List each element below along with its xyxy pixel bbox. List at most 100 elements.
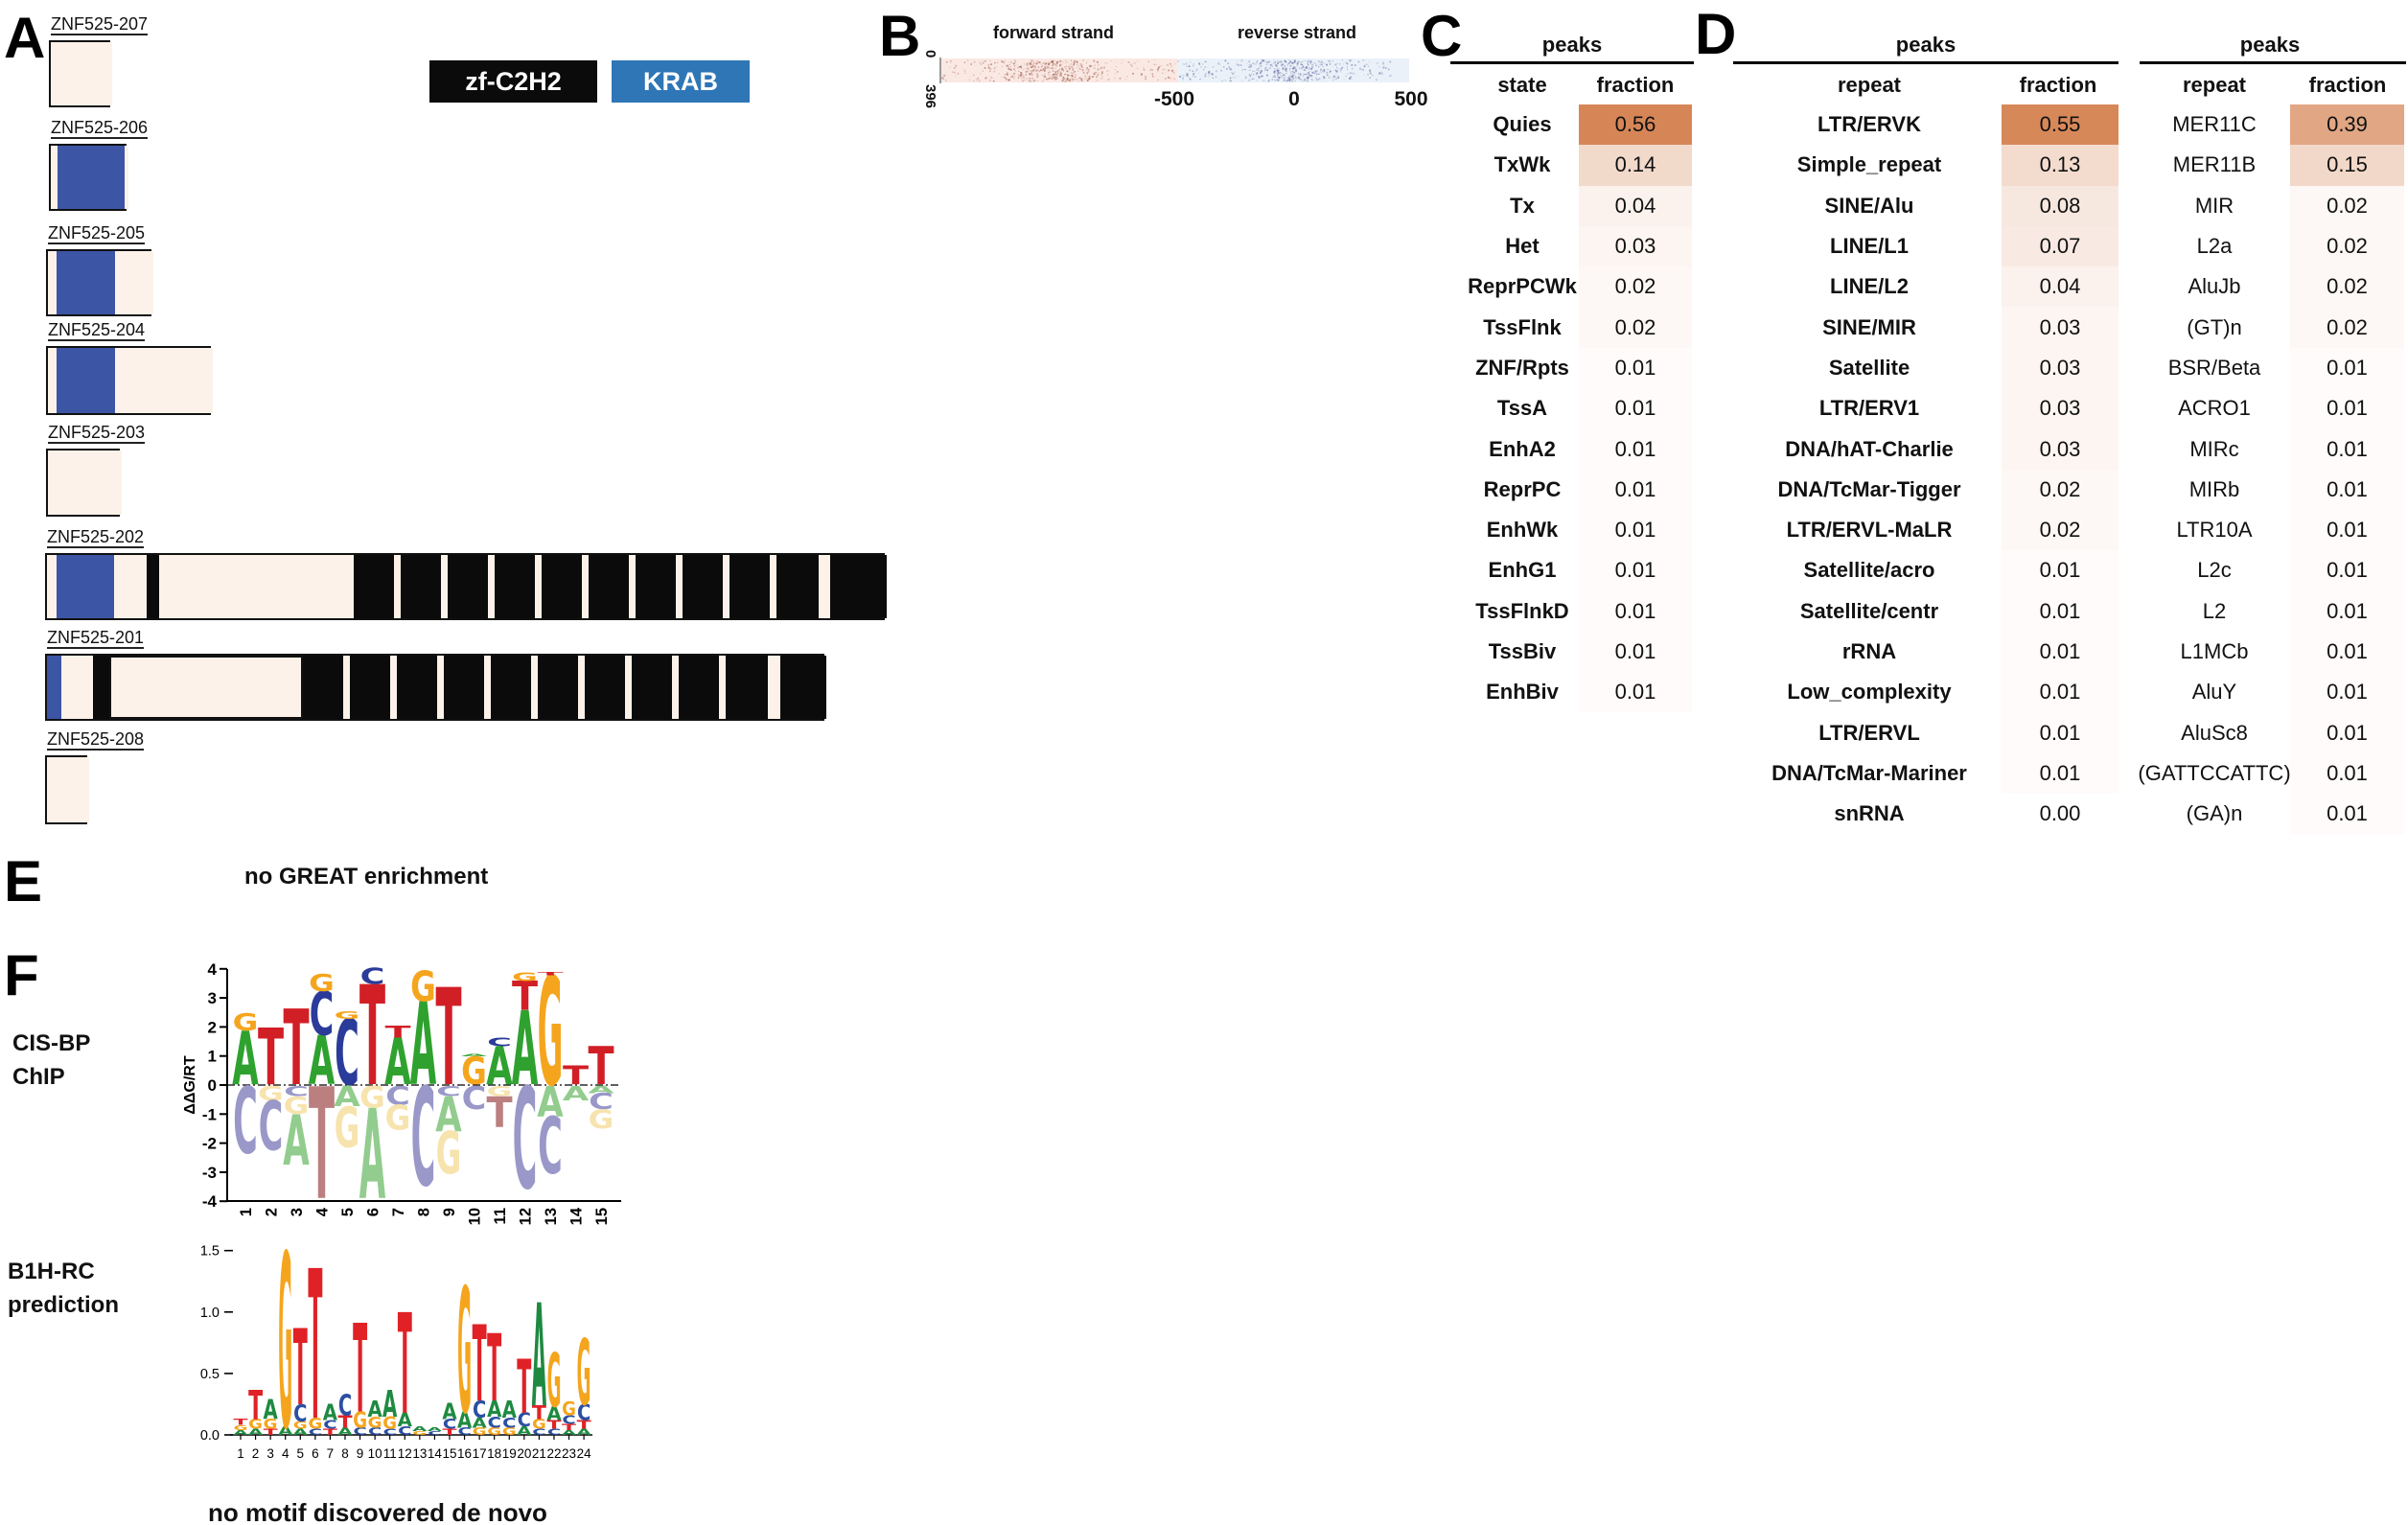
repeat-subfamily-table: MER11C 0.39 MER11B 0.15 MIR 0.02 L2a 0.02 AluJb 0… — [2138, 104, 2408, 834]
zf-c2h2-domain-segment — [397, 656, 437, 719]
d1-col-fraction: fraction — [2019, 73, 2097, 97]
logo-letter-C: C — [487, 1036, 512, 1050]
logo-letter-A: A — [457, 1408, 473, 1434]
linker-segment — [676, 555, 683, 618]
logo-letter-G: G — [502, 1426, 517, 1438]
legend-zf-c2h2-label: zf-C2H2 — [465, 66, 562, 96]
c-col-fraction: fraction — [1596, 73, 1675, 97]
zf-c2h2-domain-segment — [636, 555, 676, 618]
table-row: rRNA 0.01 — [1735, 632, 2119, 672]
legend-krab-label: KRAB — [643, 66, 718, 96]
row-label: EnhG1 — [1488, 558, 1557, 583]
logo-letter-A: A — [562, 1429, 577, 1437]
logo-letter-C: C — [353, 1425, 366, 1438]
logo-letter-C: C — [338, 1389, 352, 1421]
svg-text:4: 4 — [282, 1446, 289, 1461]
table-row: Het 0.03 — [1433, 225, 1694, 267]
table-row: Satellite/centr 0.01 — [1735, 591, 2119, 632]
svg-text:11: 11 — [492, 1208, 509, 1224]
row-label: Simple_repeat — [1796, 152, 1942, 177]
row-label: DNA/hAT-Charlie — [1785, 436, 1954, 461]
legend-zf-c2h2: zf-C2H2 — [429, 60, 597, 103]
fraction-cell: 0.01 — [1579, 550, 1692, 590]
fraction-cell: 0.02 — [1579, 266, 1692, 308]
de-novo-motif-note: no motif discovered de novo — [208, 1498, 547, 1525]
logo-letter-A: A — [588, 1084, 615, 1096]
table-row: LTR/ERV1 0.03 — [1735, 388, 2119, 429]
d2-col-repeat: repeat — [2182, 73, 2247, 97]
svg-text:20: 20 — [517, 1446, 531, 1461]
d1-table-rule — [1733, 61, 2119, 64]
row-label: (GT)n — [2187, 314, 2242, 339]
row-label: (GATTCCATTC) — [2138, 760, 2291, 785]
linker-segment — [441, 555, 448, 618]
fraction-cell: 0.01 — [2290, 632, 2404, 672]
heatmap-left-rule — [939, 58, 941, 83]
logo-letter-G: G — [308, 1416, 322, 1434]
svg-text:2: 2 — [252, 1446, 260, 1461]
svg-text:15: 15 — [593, 1208, 611, 1225]
krab-domain-segment — [47, 656, 61, 719]
row-label: Tx — [1510, 193, 1535, 218]
row-label: MIRc — [2189, 436, 2239, 461]
fraction-cell: 0.01 — [2290, 470, 2404, 510]
logo-letter-C: C — [562, 1413, 575, 1426]
logo1-ylabel: ΔΔG/RT — [182, 1055, 198, 1114]
row-label: MER11C — [2172, 112, 2257, 137]
table-row: MIRb 0.01 — [2147, 470, 2408, 510]
linker-segment — [390, 656, 397, 719]
linker-segment — [488, 555, 495, 618]
logo-letter-C: C — [443, 1417, 456, 1433]
fraction-cell: 0.02 — [2002, 469, 2119, 510]
svg-text:12: 12 — [518, 1208, 535, 1225]
zf-c2h2-domain-segment — [491, 656, 531, 719]
logo-letter-G: G — [473, 1426, 487, 1438]
row-label: DNA/TcMar-Tigger — [1777, 476, 1961, 501]
table-row: (GA)n 0.01 — [2147, 794, 2408, 834]
logo-letter-T: T — [435, 961, 461, 1117]
logo-letter-G: G — [258, 1083, 284, 1106]
svg-text:1: 1 — [237, 1446, 244, 1461]
b1h-rc-logo: 0.00.51.01.5AGT1AGT2TGA3AG4AGCT5CGT6TCA7… — [200, 1236, 592, 1476]
logo-letter-A: A — [337, 1425, 353, 1438]
logo-letter-C: C — [385, 1082, 410, 1112]
logo-letter-A: A — [367, 1397, 382, 1422]
linker-segment — [109, 656, 303, 719]
logo-letter-G: G — [385, 1099, 411, 1139]
zf-c2h2-domain-segment — [679, 656, 719, 719]
logo-letter-A: A — [435, 1088, 462, 1144]
logo-letter-T: T — [359, 956, 385, 1117]
logo-letter-A: A — [576, 1427, 591, 1437]
zf-c2h2-domain-segment — [538, 656, 578, 719]
fraction-cell: 0.01 — [2002, 550, 2119, 590]
heatmap-row-start: 0 — [922, 50, 938, 58]
logo-letter-T: T — [308, 1236, 322, 1467]
table-row: SINE/Alu 0.08 — [1735, 185, 2119, 226]
table-row: Simple_repeat 0.13 — [1735, 145, 2119, 186]
isoform-name: ZNF525-202 — [47, 527, 145, 548]
svg-text:23: 23 — [562, 1446, 576, 1461]
row-label: L1MCb — [2180, 639, 2249, 663]
logo-letter-A: A — [472, 1416, 487, 1431]
fraction-cell: 0.02 — [2290, 225, 2404, 267]
table-row: LTR/ERVL-MaLR 0.02 — [1735, 509, 2119, 551]
logo-letter-G: G — [532, 1417, 546, 1432]
row-label: Satellite/centr — [1799, 598, 1939, 623]
logo-letter-T: T — [337, 1412, 352, 1431]
svg-text:22: 22 — [546, 1446, 561, 1461]
fraction-cell: 0.03 — [1579, 225, 1692, 267]
svg-text:24: 24 — [577, 1446, 592, 1461]
logo-letter-G: G — [264, 1417, 278, 1432]
fraction-cell: 0.14 — [1579, 145, 1692, 186]
logo-letter-C: C — [589, 1089, 614, 1114]
linker-segment — [115, 251, 153, 314]
b-xtick-minus500: -500 — [1153, 88, 1195, 110]
table-row: L2a 0.02 — [2147, 225, 2408, 267]
table-row: AluY 0.01 — [2147, 672, 2408, 712]
d2-table-title: peaks — [2239, 33, 2301, 57]
svg-text:2: 2 — [264, 1208, 281, 1216]
table-row: LINE/L1 0.07 — [1735, 225, 2119, 267]
row-label: Satellite/acro — [1803, 558, 1935, 583]
logo-letter-G: G — [233, 1008, 259, 1036]
fraction-cell: 0.03 — [2002, 307, 2119, 348]
